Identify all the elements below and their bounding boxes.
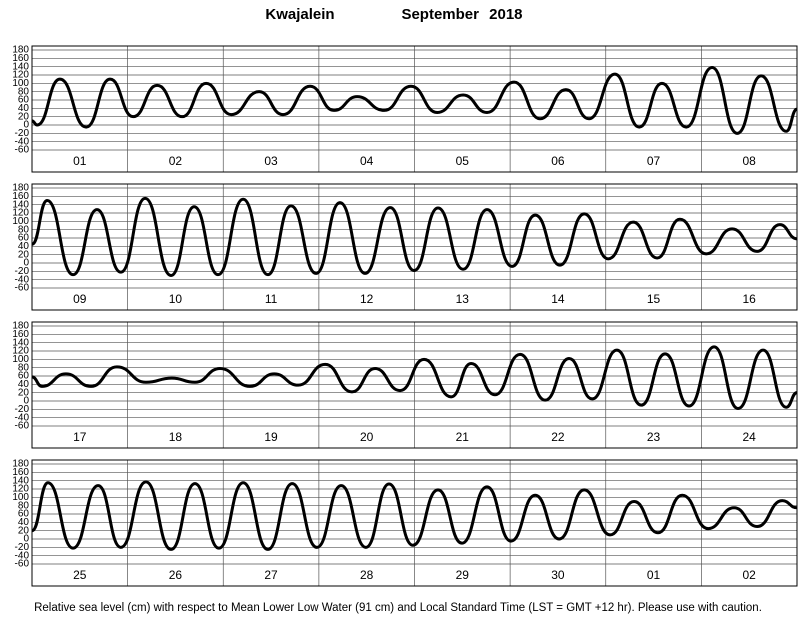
day-label: 02 xyxy=(169,154,183,168)
y-tick-label: 180 xyxy=(12,459,29,470)
y-tick-label: 60 xyxy=(18,509,30,520)
day-label: 14 xyxy=(551,292,565,306)
day-label: 26 xyxy=(169,568,183,582)
y-tick-label: 80 xyxy=(18,500,30,511)
y-tick-label: 20 xyxy=(18,387,30,398)
station-title: Kwajalein xyxy=(265,6,334,23)
y-tick-label: 180 xyxy=(12,183,29,194)
y-tick-label: 160 xyxy=(12,467,29,478)
y-tick-label: 180 xyxy=(12,45,29,56)
panel-frame xyxy=(31,459,798,587)
y-tick-label: -60 xyxy=(15,283,30,294)
y-tick-label: 60 xyxy=(18,95,30,106)
y-tick-label: 120 xyxy=(12,484,29,495)
y-tick-label: 180 xyxy=(12,321,29,332)
y-tick-label: 20 xyxy=(18,249,30,260)
y-tick-label: 100 xyxy=(12,78,29,89)
y-tick-label: 140 xyxy=(12,199,29,210)
y-tick-label: 100 xyxy=(12,492,29,503)
y-tick-label: 0 xyxy=(23,258,29,269)
day-label: 19 xyxy=(264,430,278,444)
day-label: 15 xyxy=(647,292,661,306)
y-tick-label: 20 xyxy=(18,111,30,122)
y-tick-label: -40 xyxy=(15,412,30,423)
day-label: 17 xyxy=(73,430,87,444)
day-label: 28 xyxy=(360,568,374,582)
panel-frame xyxy=(31,321,798,449)
day-label: 04 xyxy=(360,154,374,168)
day-label: 27 xyxy=(264,568,278,582)
y-tick-label: 140 xyxy=(12,475,29,486)
footnote: Relative sea level (cm) with respect to … xyxy=(34,602,762,614)
day-label: 12 xyxy=(360,292,374,306)
y-tick-label: -20 xyxy=(15,128,30,139)
y-tick-label: -60 xyxy=(15,421,30,432)
day-label: 11 xyxy=(265,292,278,306)
y-tick-label: 100 xyxy=(12,354,29,365)
y-tick-label: 160 xyxy=(12,53,29,64)
y-tick-label: 60 xyxy=(18,371,30,382)
y-tick-label: 80 xyxy=(18,224,30,235)
day-label: 18 xyxy=(169,430,183,444)
y-tick-label: 40 xyxy=(18,241,30,252)
y-tick-label: 20 xyxy=(18,525,30,536)
day-label: 16 xyxy=(743,292,757,306)
y-tick-label: 100 xyxy=(12,216,29,227)
y-tick-label: 140 xyxy=(12,61,29,72)
y-tick-label: -20 xyxy=(15,542,30,553)
day-label: 30 xyxy=(551,568,565,582)
y-tick-label: -40 xyxy=(15,274,30,285)
day-label: 23 xyxy=(647,430,661,444)
y-tick-label: 40 xyxy=(18,517,30,528)
day-label: 03 xyxy=(264,154,278,168)
day-label: 24 xyxy=(743,430,757,444)
panel-frame xyxy=(31,183,798,311)
y-tick-label: 0 xyxy=(23,534,29,545)
tide-line xyxy=(30,480,798,551)
y-tick-label: -40 xyxy=(15,136,30,147)
day-label: 06 xyxy=(551,154,565,168)
period-title: September 2018 xyxy=(401,6,522,23)
y-tick-label: 140 xyxy=(12,337,29,348)
y-tick-label: 160 xyxy=(12,191,29,202)
day-label: 20 xyxy=(360,430,374,444)
day-label: 13 xyxy=(456,292,470,306)
day-label: 09 xyxy=(73,292,87,306)
y-tick-label: 0 xyxy=(23,396,29,407)
tide-line xyxy=(31,66,798,135)
day-label: 02 xyxy=(743,568,757,582)
y-tick-label: 120 xyxy=(12,70,29,81)
day-label: 08 xyxy=(743,154,757,168)
day-label: 01 xyxy=(647,568,661,582)
tide-line xyxy=(31,196,798,277)
y-tick-label: 120 xyxy=(12,346,29,357)
y-tick-label: 120 xyxy=(12,208,29,219)
y-tick-label: -20 xyxy=(15,404,30,415)
y-tick-label: -40 xyxy=(15,550,30,561)
y-tick-label: 80 xyxy=(18,86,30,97)
day-label: 29 xyxy=(456,568,470,582)
day-label: 10 xyxy=(169,292,183,306)
y-tick-label: -60 xyxy=(15,145,30,156)
y-tick-label: 60 xyxy=(18,233,30,244)
tide-line xyxy=(31,345,798,410)
y-tick-label: 160 xyxy=(12,329,29,340)
y-tick-label: 40 xyxy=(18,379,30,390)
day-label: 21 xyxy=(456,430,470,444)
day-label: 07 xyxy=(647,154,661,168)
y-tick-label: 80 xyxy=(18,362,30,373)
day-label: 01 xyxy=(73,154,87,168)
y-tick-label: -60 xyxy=(15,559,30,570)
y-tick-label: 0 xyxy=(23,120,29,131)
day-label: 05 xyxy=(456,154,470,168)
y-tick-label: -20 xyxy=(15,266,30,277)
y-tick-label: 40 xyxy=(18,103,30,114)
day-label: 25 xyxy=(73,568,87,582)
day-label: 22 xyxy=(551,430,565,444)
